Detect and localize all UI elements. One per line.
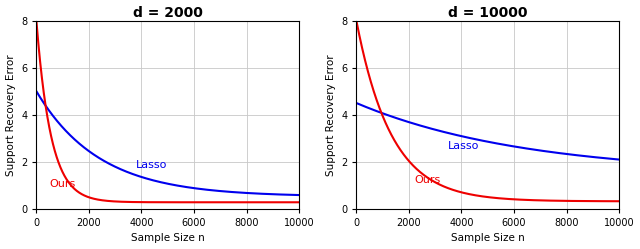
- Text: Lasso: Lasso: [449, 141, 480, 151]
- Text: Ours: Ours: [49, 179, 76, 189]
- Y-axis label: Support Recovery Error: Support Recovery Error: [6, 54, 15, 176]
- X-axis label: Sample Size n: Sample Size n: [131, 234, 205, 244]
- Text: Ours: Ours: [414, 175, 440, 185]
- Text: Lasso: Lasso: [136, 160, 168, 170]
- Y-axis label: Support Recovery Error: Support Recovery Error: [326, 54, 335, 176]
- X-axis label: Sample Size n: Sample Size n: [451, 234, 525, 244]
- Title: d = 2000: d = 2000: [133, 5, 203, 20]
- Title: d = 10000: d = 10000: [448, 5, 527, 20]
